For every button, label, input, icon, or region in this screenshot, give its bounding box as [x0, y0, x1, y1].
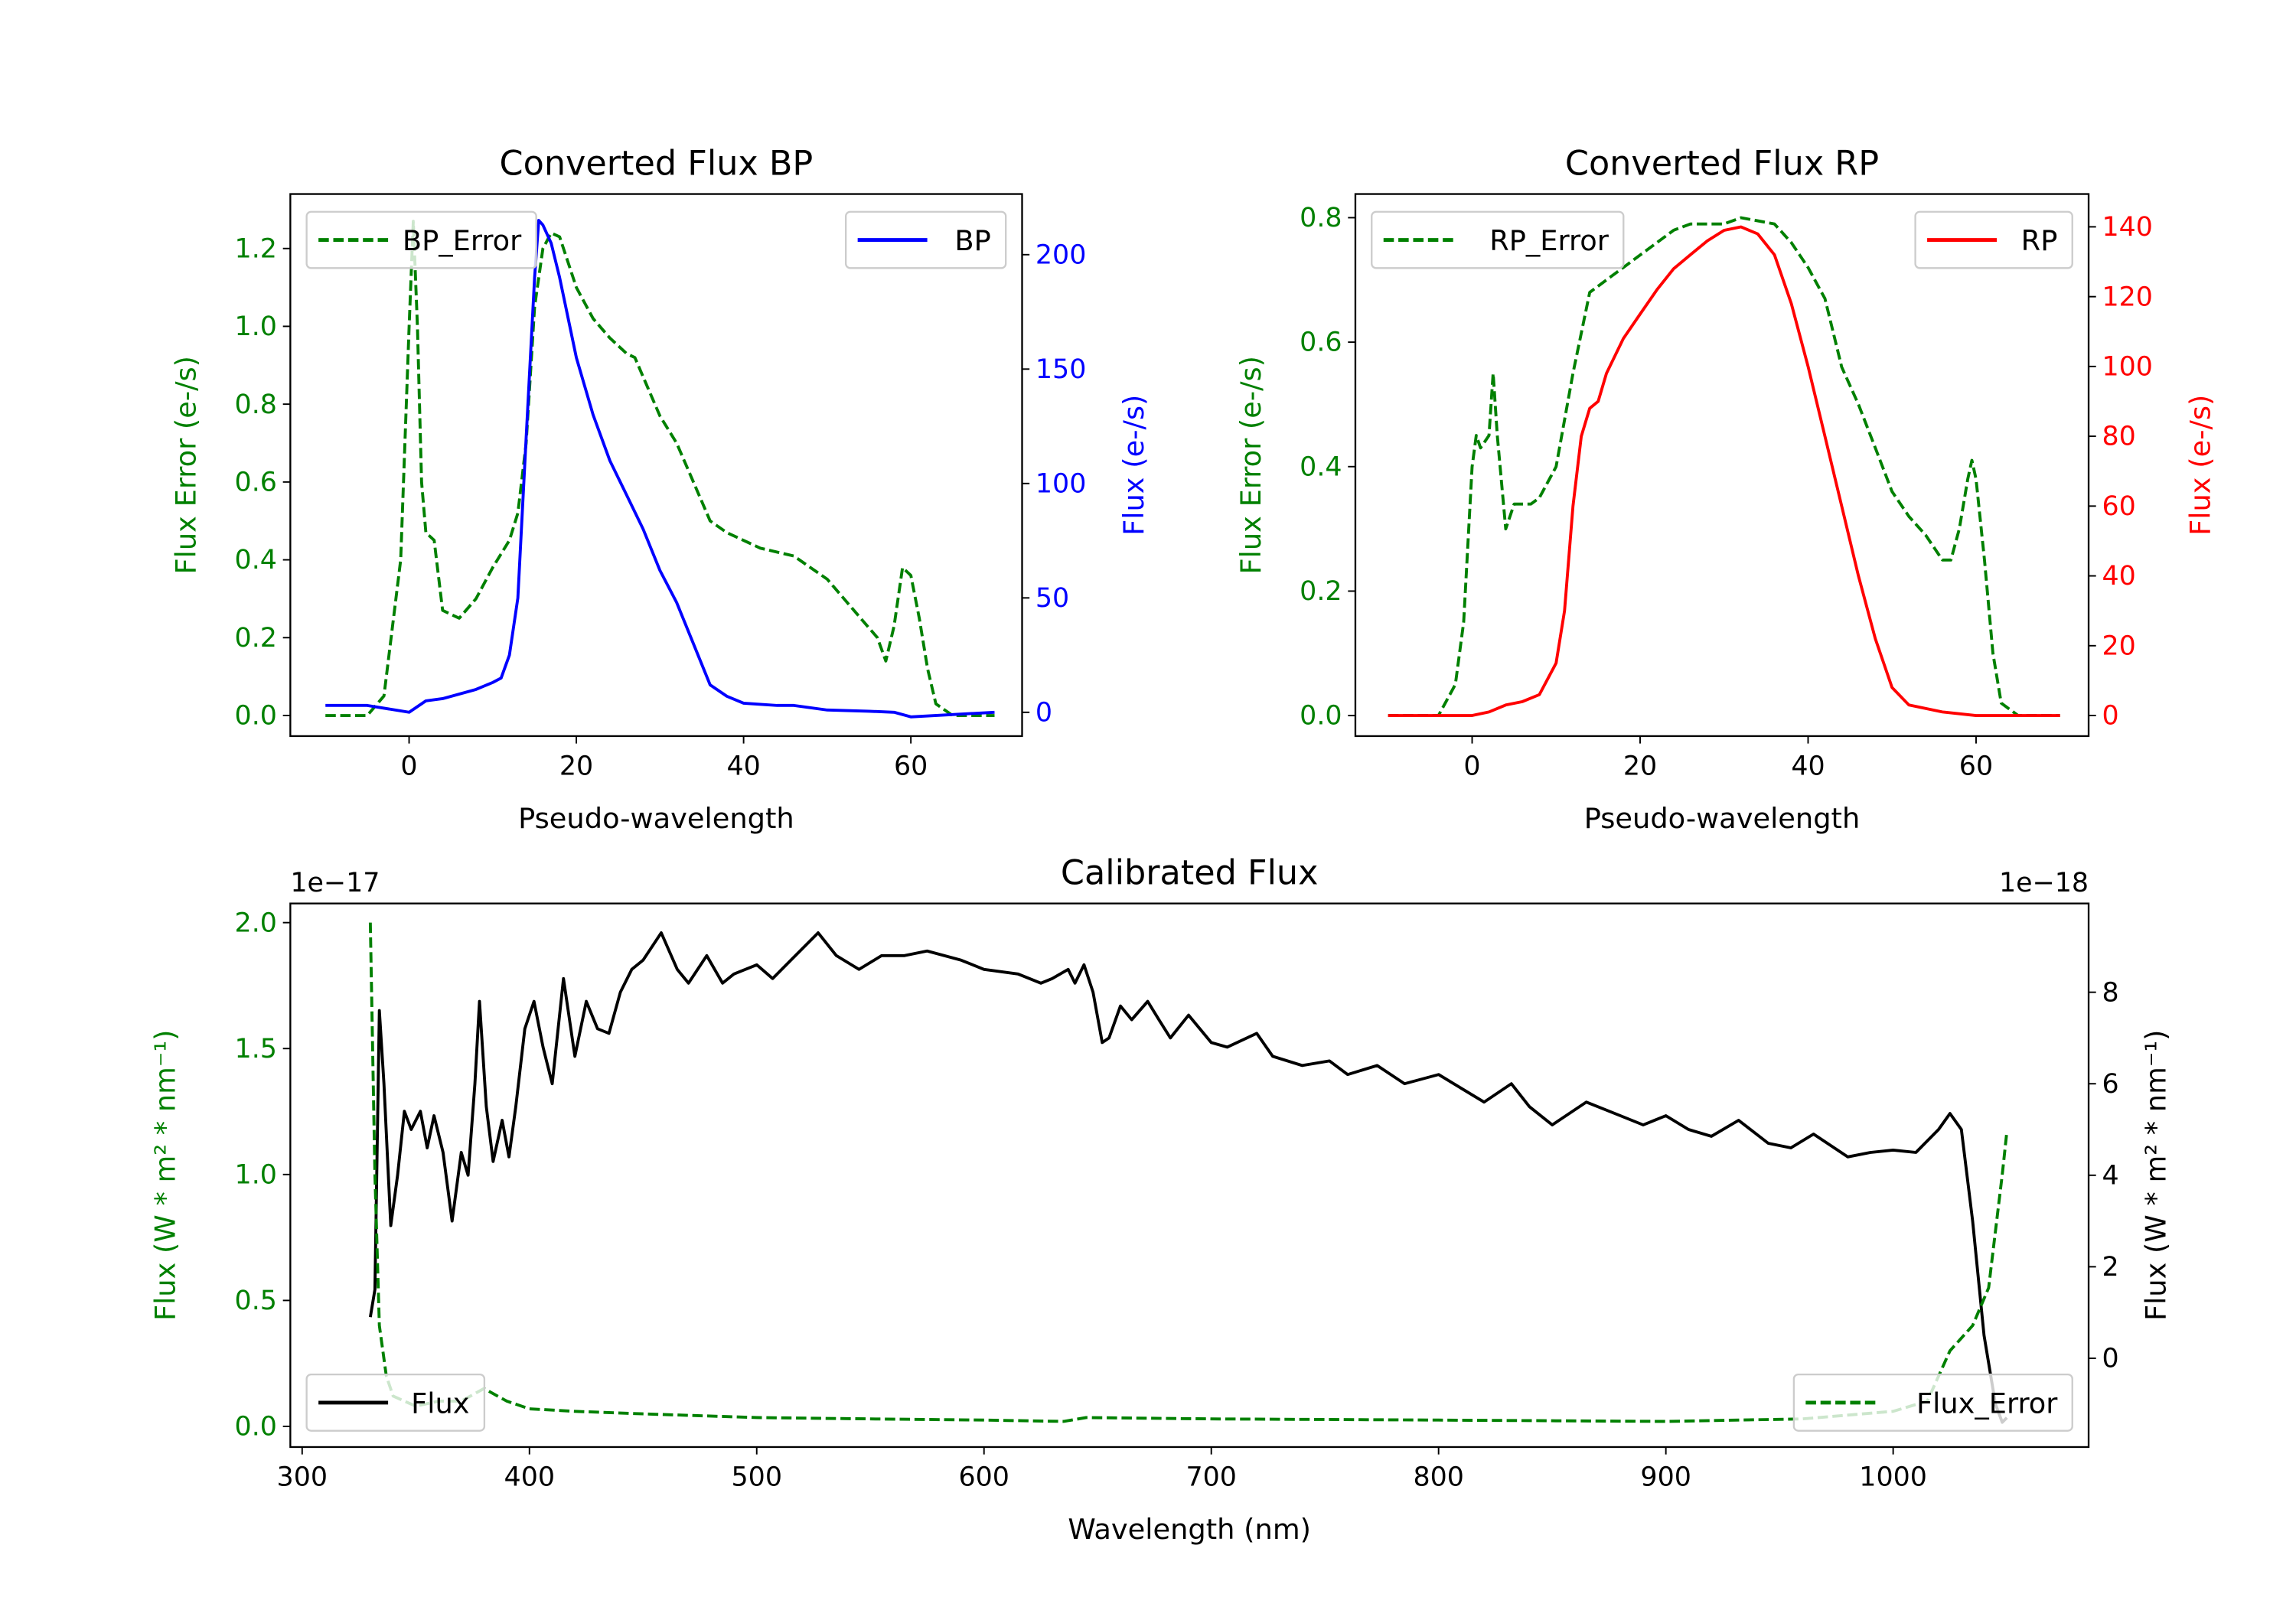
- axes-frame: [1354, 193, 2090, 738]
- series-line-rp-error: [1388, 216, 2060, 717]
- legend-label: RP: [2021, 224, 2058, 257]
- panel-calibrated-flux: 300 400 500 600 700 800 900 1000 0.0 0.5 1.0 1.5 2.0…: [148, 853, 2172, 1545]
- legend-label: Flux: [411, 1387, 469, 1420]
- series-line-flux: [368, 931, 2008, 1424]
- y-left-tick-label: 0.5: [235, 1286, 277, 1316]
- legend-box: [1792, 1373, 2073, 1432]
- y-left-offset-label: 1e−17: [290, 868, 380, 898]
- y-right-tick-label: 100: [1035, 468, 1086, 499]
- legend-box: [1371, 210, 1625, 269]
- series-line-bp-error: [325, 220, 995, 717]
- y-right-axis-label: Flux (e-/s): [1117, 395, 1150, 536]
- legend-bp-error: BP_Error: [305, 210, 537, 269]
- x-tick-label: 20: [1623, 751, 1657, 781]
- x-tick-label: 40: [1791, 751, 1825, 781]
- legend-bp: BP: [845, 210, 1007, 269]
- y-right-tick-label: 4: [2102, 1160, 2118, 1191]
- x-tick-label: 40: [726, 751, 760, 781]
- y-right-tick-label: 60: [2102, 491, 2135, 522]
- legend-box: [305, 1373, 486, 1432]
- y-right-tick-label: 0: [1035, 697, 1052, 728]
- y-right-tick-label: 0: [2102, 701, 2118, 732]
- y-right-tick-label: 6: [2102, 1069, 2118, 1100]
- legend-flux-error: Flux_Error: [1792, 1373, 2073, 1432]
- y-right-axis-label: Flux (W * m² * nm⁻¹): [2140, 1030, 2173, 1321]
- y-left-tick-label: 0.0: [235, 1412, 277, 1442]
- y-left-tick-label: 0.2: [1300, 576, 1342, 607]
- y-right-tick-label: 140: [2102, 212, 2152, 243]
- y-right-tick-label: 200: [1035, 240, 1086, 270]
- x-tick-label: 400: [504, 1462, 555, 1492]
- y-right-tick-label: 50: [1035, 583, 1069, 614]
- x-tick-label: 20: [559, 751, 593, 781]
- chart-title: Converted Flux BP: [500, 144, 814, 183]
- x-tick-label: 300: [277, 1462, 328, 1492]
- x-tick-label: 800: [1413, 1462, 1463, 1492]
- y-right-tick-label: 20: [2102, 631, 2135, 661]
- y-right-tick-label: 8: [2102, 977, 2118, 1008]
- y-left-tick-label: 0.2: [235, 623, 277, 654]
- y-right-tick-label: 120: [2102, 282, 2152, 312]
- x-axis-label: Pseudo-wavelength: [1584, 802, 1861, 835]
- y-right-tick-label: 100: [2102, 351, 2152, 382]
- x-tick-label: 500: [732, 1462, 782, 1492]
- legend-rp: RP: [1914, 210, 2073, 269]
- y-right-tick-label: 150: [1035, 354, 1086, 385]
- x-tick-label: 0: [1463, 751, 1480, 781]
- y-left-axis-label: Flux Error (e-/s): [1234, 356, 1267, 575]
- y-left-tick-label: 0.0: [235, 701, 277, 732]
- y-left-axis-label: Flux (W * m² * nm⁻¹): [148, 1030, 181, 1321]
- legend-label: RP_Error: [1489, 224, 1609, 257]
- y-right-axis-label: Flux (e-/s): [2184, 395, 2217, 536]
- x-tick-label: 60: [894, 751, 928, 781]
- legend-rp-error: RP_Error: [1371, 210, 1625, 269]
- y-left-tick-label: 1.0: [235, 1159, 277, 1190]
- legend-label: Flux_Error: [1916, 1387, 2058, 1420]
- y-left-tick-label: 1.0: [235, 311, 277, 342]
- x-tick-label: 1000: [1859, 1462, 1927, 1492]
- y-right-tick-label: 2: [2102, 1252, 2118, 1283]
- y-left-tick-label: 1.5: [235, 1034, 277, 1064]
- y-right-offset-label: 1e−18: [1999, 868, 2089, 898]
- chart-title: Converted Flux RP: [1565, 144, 1879, 183]
- axes-frame: [289, 193, 1023, 738]
- y-left-tick-label: 0.4: [235, 545, 277, 575]
- y-left-tick-label: 2.0: [235, 908, 277, 938]
- series-line-bp: [325, 219, 995, 719]
- legend-box: [305, 210, 537, 269]
- y-left-tick-label: 0.4: [1300, 451, 1342, 482]
- x-tick-label: 900: [1640, 1462, 1691, 1492]
- x-tick-label: 60: [1959, 751, 1993, 781]
- series-line-rp: [1388, 225, 2060, 717]
- x-tick-label: 600: [958, 1462, 1009, 1492]
- y-left-tick-label: 0.8: [235, 390, 277, 420]
- x-tick-label: 0: [400, 751, 417, 781]
- legend-flux: Flux: [305, 1373, 486, 1432]
- x-tick-label: 700: [1186, 1462, 1236, 1492]
- y-left-tick-label: 0.6: [235, 467, 277, 497]
- chart-title: Calibrated Flux: [1061, 853, 1319, 892]
- y-right-tick-label: 40: [2102, 561, 2135, 592]
- panel-converted-flux-bp: 0 20 40 60 0.0 0.2 0.4 0.6 0.8 1.0 1.2 0 50 100 150 200…: [169, 144, 1150, 835]
- y-right-tick-label: 80: [2102, 422, 2135, 452]
- panel-converted-flux-rp: 0 20 40 60 0.0 0.2 0.4 0.6 0.8 0 20 40 60 80 100 120 140…: [1234, 144, 2217, 835]
- y-left-tick-label: 0.6: [1300, 328, 1342, 358]
- y-left-tick-label: 0.0: [1300, 701, 1342, 732]
- x-axis-label: Wavelength (nm): [1068, 1513, 1311, 1546]
- y-left-tick-label: 0.8: [1300, 203, 1342, 233]
- x-axis-label: Pseudo-wavelength: [518, 802, 794, 835]
- y-left-tick-label: 1.2: [235, 233, 277, 264]
- y-left-axis-label: Flux Error (e-/s): [169, 356, 202, 575]
- legend-label: BP: [954, 224, 990, 257]
- legend-label: BP_Error: [403, 224, 522, 257]
- y-right-tick-label: 0: [2102, 1344, 2118, 1374]
